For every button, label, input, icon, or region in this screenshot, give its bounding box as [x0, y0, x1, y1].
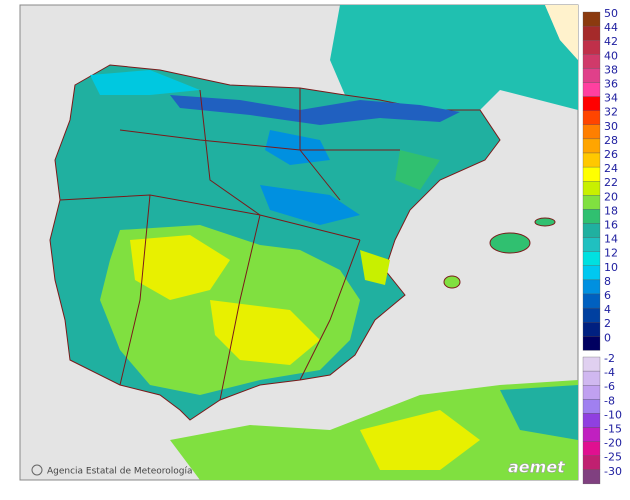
legend-label: 32: [604, 106, 618, 119]
legend-swatch: [582, 356, 601, 372]
legend-label: 20: [604, 190, 618, 203]
legend-swatch: [582, 195, 601, 210]
legend-swatch: [582, 399, 601, 414]
legend-label: 6: [604, 289, 611, 302]
legend-swatch: [582, 322, 601, 337]
hot-area: [130, 235, 230, 300]
legend-label: 34: [604, 92, 618, 105]
legend-swatch: [582, 336, 601, 351]
legend-swatch: [582, 152, 601, 168]
legend-swatch: [582, 96, 601, 111]
legend-swatch: [582, 82, 601, 97]
legend-label: 22: [604, 176, 618, 189]
map: [49, 5, 578, 480]
legend-swatch: [582, 68, 601, 83]
legend-swatch: [582, 427, 601, 442]
mild-area: [395, 150, 440, 190]
legend-label: 36: [604, 78, 618, 91]
legend-swatch: [582, 110, 601, 125]
legend-label: 0: [604, 331, 611, 344]
legend-label: 2: [604, 317, 611, 330]
legend-label: 44: [604, 21, 618, 34]
legend-label: -15: [604, 423, 622, 436]
africa-mild: [500, 385, 578, 440]
credit: Agencia Estatal de Meteorología: [47, 467, 193, 477]
menorca: [534, 217, 556, 227]
legend-label: -10: [604, 408, 622, 421]
logo: aemet: [508, 458, 566, 477]
legend-swatch: [582, 370, 601, 386]
legend-label: -4: [604, 366, 615, 379]
legend-swatch: [582, 209, 601, 224]
legend-label: 14: [604, 233, 618, 246]
legend-label: 16: [604, 219, 618, 232]
cold-area: [265, 130, 330, 165]
legend-swatch: [582, 293, 601, 309]
legend-swatch: [582, 138, 601, 154]
province-borders: [59, 88, 400, 401]
legend-label: 42: [604, 35, 618, 48]
africa-hot: [360, 410, 480, 470]
legend-swatch: [582, 413, 601, 428]
france: [330, 5, 578, 110]
legend-label: 12: [604, 247, 618, 260]
legend-swatch: [582, 223, 601, 238]
mallorca: [489, 232, 531, 254]
legend-label: -2: [604, 352, 615, 365]
legend-label: -8: [604, 394, 615, 407]
legend-swatch: [582, 181, 601, 196]
legend-label: -25: [604, 451, 622, 464]
france-nodata: [545, 5, 578, 60]
warm-coast: [360, 250, 390, 285]
legend-swatch: [582, 455, 601, 470]
legend-label: -20: [604, 437, 622, 450]
legend-swatch: [582, 25, 601, 41]
legend-swatch: [582, 166, 601, 182]
legend-swatch: [582, 124, 601, 140]
legend-label: 38: [604, 63, 618, 76]
legend-label: 28: [604, 134, 618, 147]
legend-label: 40: [604, 49, 618, 62]
legend-swatch: [582, 307, 601, 323]
legend-label: 8: [604, 275, 611, 288]
legend-label: 10: [604, 261, 618, 274]
cool-area: [90, 70, 200, 95]
legend-swatch: [582, 469, 601, 485]
legend-swatch: [582, 385, 601, 400]
legend-label: 50: [604, 7, 618, 20]
legend-swatch: [582, 441, 601, 456]
ibiza: [443, 275, 461, 289]
legend-label: 24: [604, 162, 618, 175]
legend-swatch: [582, 54, 601, 69]
legend-label: 4: [604, 303, 611, 316]
legend-label: 30: [604, 120, 618, 133]
legend-swatch: [582, 11, 601, 27]
legend-label: -30: [604, 465, 622, 478]
legend-label: 18: [604, 204, 618, 217]
legend-label: -6: [604, 380, 615, 393]
legend-swatch: [582, 251, 601, 266]
legend-swatch: [582, 40, 601, 55]
hot-area: [210, 300, 320, 365]
legend-swatch: [582, 279, 601, 295]
legend-swatch: [582, 237, 601, 252]
color-legend: 5044424038363432302826242220181614121086…: [582, 7, 622, 485]
cold-area: [260, 185, 360, 225]
legend-swatch: [582, 265, 601, 281]
legend-label: 26: [604, 148, 618, 161]
copyright-icon: [31, 464, 43, 476]
cold-mountains: [170, 95, 460, 125]
